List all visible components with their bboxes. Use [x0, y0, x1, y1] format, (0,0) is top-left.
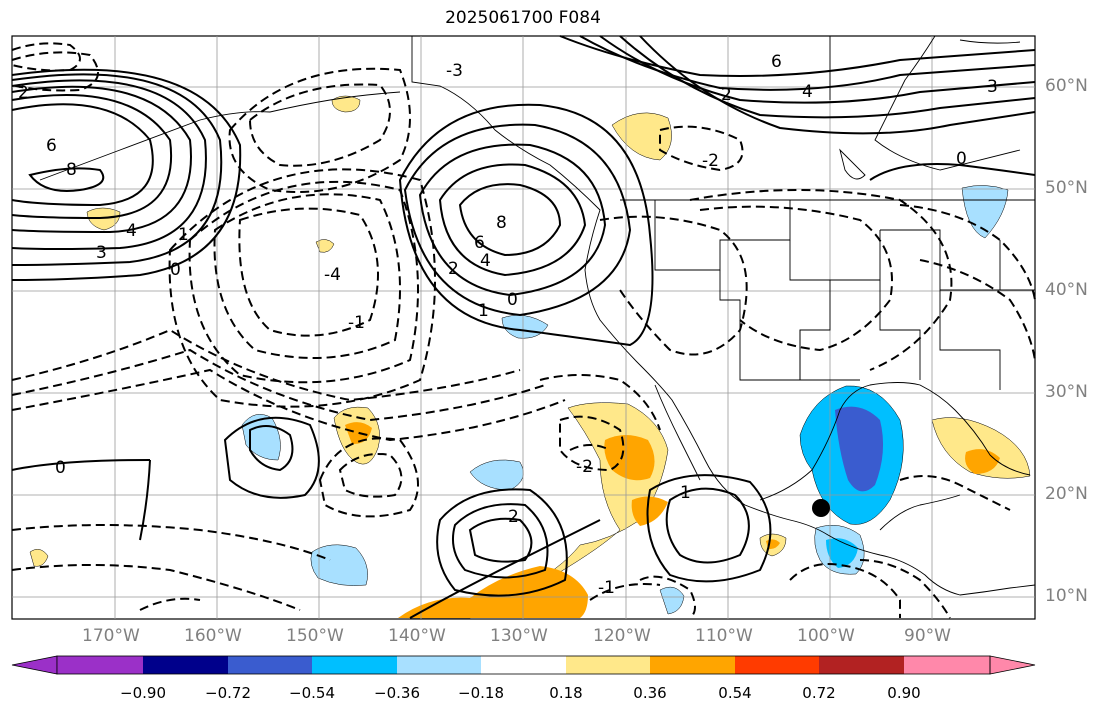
colorbar-tick-label: 0.36 [633, 684, 667, 702]
contour-label: 2 [508, 507, 519, 527]
colorbar-tick-label: −0.54 [289, 684, 335, 702]
negative-area [469, 459, 524, 491]
contour-label: 1 [178, 225, 189, 245]
contour-label: 6 [474, 233, 485, 253]
contour-label: 6 [771, 52, 782, 72]
colorbar-segment [312, 656, 397, 674]
colorbar-high-extension [989, 655, 1036, 675]
colorbar-tick-label: −0.18 [458, 684, 504, 702]
colorbar-segment [143, 656, 228, 674]
colorbar-segment [397, 656, 481, 674]
contour-label: 1 [478, 301, 489, 321]
solid-contours [11, 35, 1036, 619]
observation-site-marker [812, 499, 830, 517]
colorbar-tick-label: 0.18 [549, 684, 583, 702]
positive-area [315, 239, 335, 253]
negative-area [659, 586, 685, 615]
colorbar-segment [57, 656, 143, 674]
lat-label: 60°N [1045, 76, 1088, 96]
contour-label: 4 [480, 251, 491, 271]
colorbar-tick-label: 0.90 [887, 684, 921, 702]
colorbar-low-extension [11, 655, 58, 675]
contour-labels: 8 6 4 3 2 1 0 8 6 4 2 1 0 6 4 3 2 0 2 1 … [18, 52, 998, 598]
colorbar [11, 655, 1036, 675]
colorbar-segment [228, 656, 312, 674]
contour-label: 0 [956, 149, 967, 169]
positive-area [611, 112, 672, 161]
contour-label: -2 [576, 457, 593, 477]
contour-label: -1 [348, 313, 365, 333]
colorbar-tick-label: −0.90 [120, 684, 166, 702]
colorbar-tick-label: 0.54 [718, 684, 752, 702]
colorbar-segment [650, 656, 735, 674]
positive-area [29, 549, 49, 567]
contour-label: -3 [446, 61, 463, 81]
positive-area [631, 496, 668, 526]
coastlines [39, 35, 1036, 596]
lat-label: 40°N [1045, 280, 1088, 300]
colorbar-segment [819, 656, 904, 674]
contour-label: 2 [448, 259, 459, 279]
contour-label: 3 [96, 243, 107, 263]
colorbar-tick-label: −0.36 [374, 684, 420, 702]
contour-label: 0 [55, 458, 66, 478]
contour-label: 3 [987, 77, 998, 97]
colorbar-segment [735, 656, 819, 674]
lon-label: 130°W [490, 626, 548, 646]
contour-label: 0 [170, 260, 181, 280]
colorbar-tick-label: 0.72 [802, 684, 836, 702]
positive-area [398, 566, 588, 618]
contour-label: -2 [702, 151, 719, 171]
contour-label: 1 [680, 483, 691, 503]
contour-label: 6 [46, 136, 57, 156]
lon-label: 150°W [286, 626, 344, 646]
lon-label: 110°W [695, 626, 753, 646]
dashed-contours [11, 42, 1036, 619]
lat-label: 20°N [1045, 484, 1088, 504]
negative-area [310, 544, 368, 586]
lon-label: 100°W [797, 626, 855, 646]
contour-label: -1 [598, 578, 615, 598]
contour-label: 2 [18, 83, 29, 103]
contour-label: 8 [496, 213, 507, 233]
colorbar-segment [481, 656, 566, 674]
colorbar-segment [904, 656, 990, 674]
lon-label: 120°W [593, 626, 651, 646]
contour-label: 4 [126, 221, 137, 241]
contour-label: -4 [324, 265, 341, 285]
lon-label: 160°W [184, 626, 242, 646]
positive-area [604, 435, 655, 481]
negative-area [835, 406, 884, 492]
lat-label: 30°N [1045, 382, 1088, 402]
lon-label: 170°W [82, 626, 140, 646]
contour-label: 8 [66, 160, 77, 180]
lon-label: 90°W [904, 626, 951, 646]
contour-label: 4 [802, 82, 813, 102]
map-title: 2025061700 F084 [445, 8, 601, 28]
positive-area [331, 95, 361, 113]
colorbar-segment [566, 656, 650, 674]
positive-area [965, 449, 1000, 474]
lat-label: 50°N [1045, 178, 1088, 198]
contour-label: 2 [721, 85, 732, 105]
positive-area [931, 417, 1031, 479]
positive-area [86, 207, 121, 231]
colorbar-tick-label: −0.72 [205, 684, 251, 702]
lat-label: 10°N [1045, 586, 1088, 606]
lon-label: 140°W [388, 626, 446, 646]
contour-label: 0 [507, 290, 518, 310]
